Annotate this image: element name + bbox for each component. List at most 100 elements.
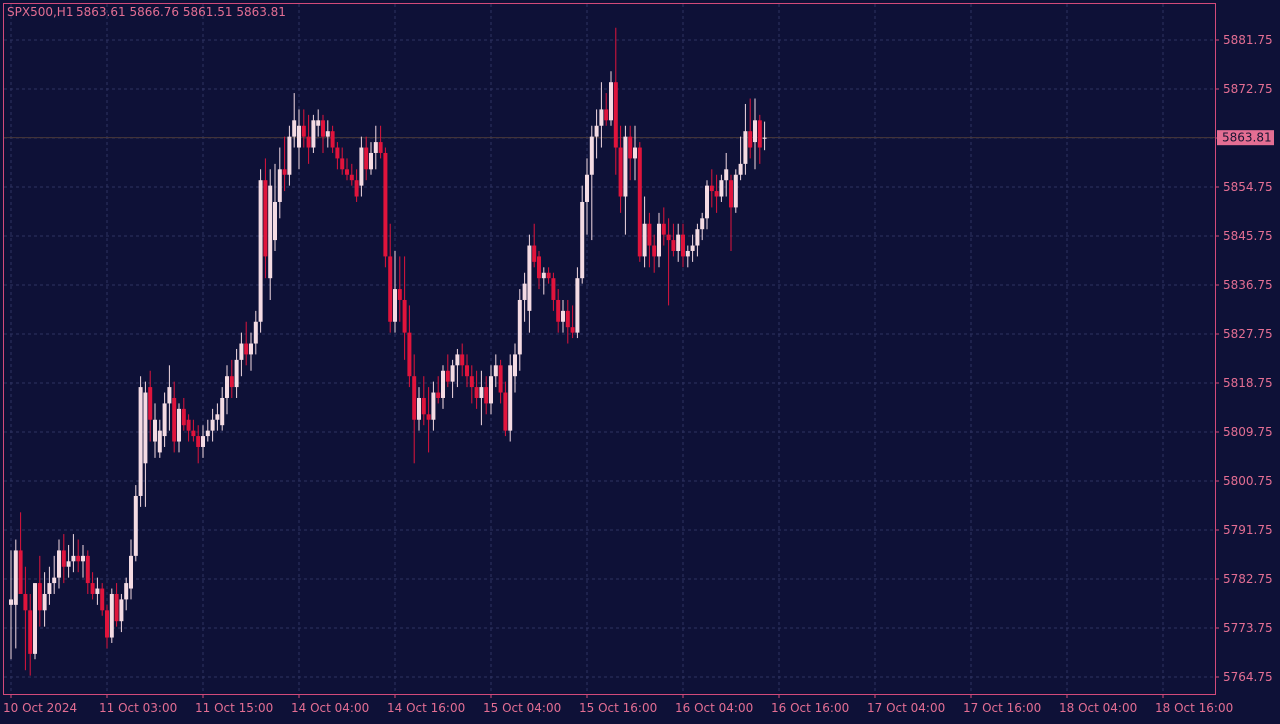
- candle-body: [609, 82, 613, 121]
- y-tick-label: 5872.75: [1223, 82, 1273, 96]
- candle-bear: [349, 163, 354, 186]
- candle-bull: [417, 387, 421, 431]
- y-tick-label: 5845.75: [1223, 229, 1273, 243]
- candle-body: [148, 387, 153, 420]
- candle-body: [81, 555, 85, 562]
- candle-body: [244, 343, 249, 355]
- candle-body: [441, 370, 445, 398]
- x-tick-label: 18 Oct 16:00: [1155, 701, 1233, 715]
- candle-bear: [604, 93, 609, 126]
- candle-bear: [618, 125, 623, 213]
- y-tick-label: 5818.75: [1223, 376, 1273, 390]
- y-tick-label: 5827.75: [1223, 327, 1273, 341]
- candle-bear: [546, 267, 551, 284]
- time-axis[interactable]: 10 Oct 2024 11 Oct 03:00 11 Oct 15:00 14 Oc…: [3, 694, 1233, 715]
- candle-bull: [685, 245, 690, 268]
- x-tick-label: 14 Oct 16:00: [387, 701, 465, 715]
- candle-bull: [450, 359, 455, 398]
- candle-body: [402, 299, 407, 333]
- candle-bull: [66, 544, 71, 578]
- candle-body: [460, 354, 465, 366]
- candle-body: [431, 392, 436, 420]
- candle-body: [13, 550, 18, 605]
- candles: [9, 27, 767, 676]
- candle-bull: [561, 299, 565, 333]
- candle-bear: [503, 381, 508, 437]
- candle-body: [47, 583, 52, 594]
- candle-body: [133, 495, 138, 556]
- candle-body: [450, 365, 455, 382]
- candle-body: [676, 234, 681, 251]
- candle-body: [109, 593, 114, 638]
- candle-bear: [61, 534, 66, 584]
- grid: [4, 4, 1215, 694]
- candle-bear: [105, 604, 109, 649]
- candle-body: [105, 610, 109, 638]
- candle-body: [330, 131, 335, 148]
- candle-bull: [719, 174, 724, 202]
- candle-bull: [580, 185, 585, 284]
- candle-bear: [460, 343, 465, 377]
- candle-body: [589, 136, 594, 175]
- candle-body: [119, 599, 124, 622]
- candle-bull: [273, 163, 277, 251]
- candle-body: [445, 370, 450, 382]
- x-tick-label: 15 Oct 16:00: [579, 701, 657, 715]
- candle-body: [354, 180, 359, 197]
- candle-bear: [681, 223, 685, 268]
- y-tick-label: 5800.75: [1223, 474, 1273, 488]
- candle-bear: [565, 299, 570, 344]
- candle-bear: [100, 583, 105, 616]
- candle-body: [527, 245, 532, 311]
- candle-bear: [570, 305, 575, 339]
- candle-body: [757, 120, 762, 148]
- x-tick-label: 16 Oct 16:00: [771, 701, 849, 715]
- candle-bull: [325, 120, 330, 148]
- candle-body: [407, 332, 412, 377]
- candle-bear: [397, 256, 402, 322]
- candle-bull: [431, 381, 436, 431]
- candle-bear: [402, 256, 407, 360]
- candle-body: [239, 343, 244, 360]
- candle-body: [66, 561, 71, 567]
- candle-bull: [249, 332, 253, 371]
- candle-bear: [637, 142, 642, 262]
- candle-bear: [469, 365, 474, 404]
- candle-body: [114, 593, 119, 622]
- candle-body: [532, 245, 537, 262]
- candle-body: [705, 185, 709, 219]
- candle-bear: [474, 370, 479, 409]
- candle-body: [685, 250, 690, 257]
- candle-bull: [81, 544, 85, 578]
- candle-body: [503, 392, 508, 431]
- candle-bear: [647, 212, 652, 268]
- candle-body: [455, 354, 460, 366]
- candle-body: [541, 272, 546, 279]
- candle-body: [191, 430, 196, 437]
- candle-bear: [181, 397, 186, 431]
- candle-bear: [551, 272, 556, 311]
- y-tick-label: 5881.75: [1223, 33, 1273, 47]
- candle-body: [642, 223, 647, 257]
- candle-body: [325, 131, 330, 137]
- candle-bear: [90, 572, 95, 600]
- candle-bull: [642, 196, 647, 268]
- candle-body: [85, 555, 90, 584]
- candle-bull: [119, 593, 124, 633]
- candle-bear: [186, 414, 191, 442]
- chart-frame: [3, 3, 1216, 695]
- candle-body: [90, 583, 95, 594]
- candle-body: [522, 283, 527, 300]
- candle-body: [335, 147, 340, 159]
- candle-bear: [354, 169, 359, 202]
- candle-body: [100, 588, 105, 611]
- candle-bear: [306, 114, 311, 164]
- candle-bull: [143, 381, 148, 507]
- candle-bull: [292, 93, 297, 148]
- candle-body: [585, 174, 589, 202]
- candle-body: [225, 376, 229, 398]
- candle-body: [570, 327, 575, 333]
- candle-bull: [724, 152, 729, 197]
